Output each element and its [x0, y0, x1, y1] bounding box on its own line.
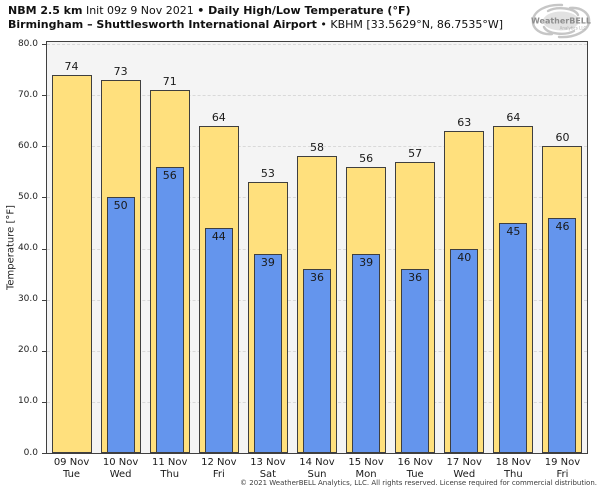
low-value-label: 45 — [506, 224, 521, 238]
low-value-label: 50 — [113, 199, 128, 213]
y-tick-label-50.0: 50.0 — [17, 191, 38, 202]
x-tick-label-14-Nov: 14 Nov Sun — [291, 457, 343, 481]
y-tick-label-70.0: 70.0 — [17, 89, 38, 100]
low-bar-17-Nov — [450, 248, 479, 453]
low-value-label: 36 — [408, 270, 423, 284]
chart-subtitle: Birmingham – Shuttlesworth International… — [8, 18, 503, 31]
x-tick-day: Tue — [406, 469, 424, 480]
y-tick-mark-70.0 — [42, 95, 46, 97]
x-tick-label-18-Nov: 18 Nov Thu — [487, 457, 539, 481]
low-bar-18-Nov — [499, 222, 528, 453]
low-bar-12-Nov — [204, 228, 233, 453]
low-value-label: 39 — [359, 255, 374, 269]
y-tick-mark-0.0 — [42, 453, 46, 454]
x-tick-day: Sun — [307, 469, 327, 480]
plot-area: 74 73 50 71 56 64 44 53 39 58 36 56 39 57 36 63 40 64 45 60… — [46, 41, 588, 454]
low-value-label: 39 — [260, 255, 275, 269]
y-tick-mark-50.0 — [42, 197, 46, 199]
low-value-label: 56 — [162, 168, 177, 182]
logo-sub-text: Analytics LLC — [560, 26, 587, 31]
high-value-label: 71 — [162, 75, 177, 88]
hurricane-swirl-icon: WeatherBELL Analytics LLC — [531, 3, 591, 39]
x-tick-label-10-Nov: 10 Nov Wed — [95, 457, 147, 481]
copyright-text: © 2021 WeatherBELL Analytics, LLC. All r… — [240, 479, 597, 487]
y-tick-label-30.0: 30.0 — [17, 294, 38, 305]
weatherbell-logo: WeatherBELL Analytics LLC — [526, 2, 596, 40]
low-bar-15-Nov — [352, 253, 381, 453]
high-value-label: 73 — [113, 64, 128, 78]
x-tick-label-19-Nov: 19 Nov Fri — [536, 457, 588, 481]
x-tick-day: Fri — [556, 469, 569, 480]
model-name-text: NBM 2.5 km — [8, 4, 83, 17]
high-value-label: 60 — [555, 131, 570, 145]
low-bar-10-Nov — [106, 197, 135, 453]
high-value-label: 57 — [408, 146, 423, 160]
x-tick-label-12-Nov: 12 Nov Fri — [193, 457, 245, 481]
low-bar-14-Nov — [303, 268, 331, 453]
high-value-label: 63 — [457, 115, 472, 129]
x-tick-label-09-Nov: 09 Nov Tue — [46, 457, 98, 481]
high-bar-09-Nov — [51, 74, 92, 453]
y-tick-label-80.0: 80.0 — [17, 38, 38, 49]
high-value-label: 53 — [260, 167, 275, 181]
low-bar-13-Nov — [253, 253, 282, 453]
y-tick-mark-40.0 — [42, 248, 46, 250]
gridline-70 — [47, 95, 587, 97]
high-value-label: 64 — [211, 110, 226, 124]
product-name-text: • Daily High/Low Temperature (°F) — [197, 4, 411, 17]
gridline-80 — [47, 44, 587, 45]
y-tick-mark-10.0 — [42, 401, 46, 403]
y-tick-mark-20.0 — [42, 350, 46, 352]
low-value-label: 46 — [555, 219, 570, 233]
y-tick-mark-30.0 — [42, 299, 46, 301]
high-value-label: 58 — [310, 141, 324, 155]
x-tick-day: Wed — [109, 469, 132, 480]
gridline-60 — [47, 146, 587, 148]
x-tick-day: Thu — [503, 469, 523, 480]
x-tick-day: Tue — [62, 469, 81, 480]
y-tick-label-0.0: 0.0 — [23, 447, 38, 458]
logo-brand-text: WeatherBELL — [531, 17, 591, 26]
x-tick-day: Mon — [355, 469, 377, 480]
high-value-label: 56 — [359, 151, 374, 165]
station-name-text: Birmingham – Shuttlesworth International… — [8, 18, 317, 31]
x-tick-day: Sat — [259, 469, 277, 480]
y-tick-label-40.0: 40.0 — [17, 243, 38, 253]
x-tick-label-16-Nov: 16 Nov Tue — [389, 457, 441, 481]
x-tick-label-15-Nov: 15 Nov Mon — [340, 457, 392, 481]
y-tick-mark-80.0 — [42, 44, 46, 45]
init-time-text: Init 09z 9 Nov 2021 — [82, 4, 198, 17]
y-tick-label-10.0: 10.0 — [17, 396, 38, 407]
low-value-label: 40 — [457, 250, 472, 264]
x-tick-label-17-Nov: 17 Nov Wed — [438, 457, 490, 481]
low-bar-19-Nov — [548, 217, 577, 453]
y-tick-mark-60.0 — [42, 146, 46, 148]
high-value-label: 74 — [64, 59, 79, 73]
x-tick-label-13-Nov: 13 Nov Sat — [242, 457, 294, 481]
y-tick-label-20.0: 20.0 — [17, 345, 38, 356]
x-tick-day: Wed — [453, 469, 476, 480]
x-tick-day: Fri — [212, 469, 225, 480]
low-bar-11-Nov — [155, 166, 184, 453]
x-tick-label-11-Nov: 11 Nov Thu — [144, 457, 196, 481]
station-id-text: • KBHM [33.5629°N, 86.7535°W] — [316, 18, 504, 31]
low-value-label: 36 — [310, 270, 324, 284]
high-value-label: 64 — [506, 110, 521, 124]
x-tick-day: Thu — [160, 469, 180, 480]
low-value-label: 44 — [211, 230, 226, 244]
low-bar-16-Nov — [401, 268, 430, 453]
chart-title: NBM 2.5 km Init 09z 9 Nov 2021 • Daily H… — [8, 4, 411, 17]
y-tick-label-60.0: 60.0 — [17, 140, 38, 151]
